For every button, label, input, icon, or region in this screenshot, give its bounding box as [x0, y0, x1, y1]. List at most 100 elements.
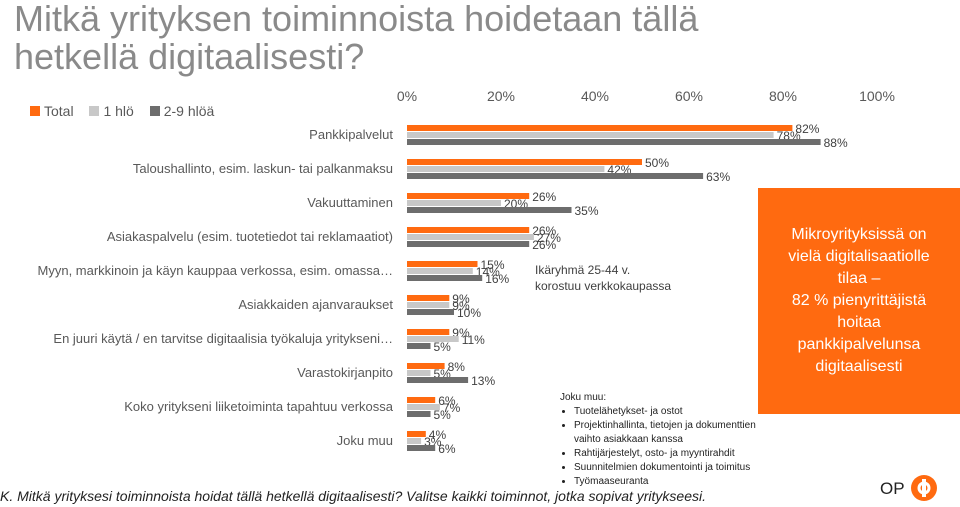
op-logo: OP: [880, 475, 937, 501]
data-label: 4%: [429, 428, 447, 442]
bar: [407, 193, 530, 199]
data-label: 63%: [706, 170, 730, 184]
legend-label-1hlo: 1 hlö: [103, 103, 134, 119]
data-label: 15%: [481, 258, 505, 272]
age-group-note-line1: Ikäryhmä 25-44 v.: [535, 263, 631, 277]
bar: [407, 166, 605, 172]
bar: [407, 404, 440, 410]
bar: [407, 411, 431, 417]
callout-box: Mikroyrityksissä on vielä digitalisaatio…: [758, 188, 960, 414]
x-tick-label: 60%: [675, 88, 703, 104]
legend-label-2-9hloa: 2-9 hlöä: [163, 103, 215, 119]
other-activities-note: Joku muu: Tuotelähetykset- ja ostot Proj…: [560, 391, 756, 489]
survey-question: K. Mitkä yrityksesi toiminnoista hoidat …: [0, 488, 707, 504]
data-label: 50%: [645, 156, 669, 170]
data-label: 27%: [537, 231, 561, 245]
data-label: 6%: [438, 442, 456, 456]
data-label: 88%: [824, 136, 848, 150]
callout-line-4: 82 % pienyrittäjistä: [791, 292, 927, 309]
bar: [407, 431, 426, 437]
bar: [407, 336, 459, 342]
category-label: Vakuuttaminen: [307, 195, 393, 210]
bar: [407, 445, 436, 451]
x-tick-label: 40%: [581, 88, 609, 104]
bar: [407, 329, 450, 335]
bar: [407, 234, 534, 240]
category-label: Myyn, markkinoin ja käyn kauppaa verkoss…: [38, 263, 393, 278]
bar: [407, 227, 530, 233]
data-label: 9%: [452, 299, 470, 313]
callout-line-2: vielä digitalisaatiolle: [788, 248, 930, 265]
data-label: 35%: [575, 204, 599, 218]
data-label: 8%: [448, 360, 466, 374]
other-activities-item: vaihto asiakkaan kanssa: [574, 434, 683, 445]
bar: [407, 132, 774, 138]
x-tick-label: 100%: [859, 88, 895, 104]
other-activities-item: Tuotelähetykset- ja ostot: [574, 405, 756, 419]
bar: [407, 370, 431, 376]
data-label: 5%: [434, 408, 452, 422]
data-label: 6%: [438, 394, 456, 408]
bar: [407, 125, 793, 131]
bar: [407, 200, 501, 206]
category-label: Taloushallinto, esim. laskun- tai palkan…: [133, 161, 393, 176]
data-label: 26%: [532, 190, 556, 204]
callout-line-7: digitaalisesti: [815, 358, 903, 375]
bar: [407, 241, 530, 247]
bar: [407, 377, 469, 383]
legend-item-2-9hloa: 2-9 hlöä: [149, 103, 215, 119]
callout-line-5: hoitaa: [837, 314, 881, 331]
bar: [407, 343, 431, 349]
data-label: 11%: [462, 333, 485, 347]
other-activities-item: Rahtijärjestelyt, osto- ja myyntirahdit: [574, 447, 756, 461]
page-title: Mitkä yrityksen toiminnoista hoidetaan t…: [14, 0, 699, 77]
category-label: Joku muu: [337, 433, 393, 448]
legend-swatch-1hlo: [89, 106, 100, 116]
bar: [407, 268, 473, 274]
category-label: Asiakaspalvelu (esim. tuotetiedot tai re…: [107, 229, 393, 244]
legend-label-total: Total: [44, 103, 74, 119]
legend-item-total: Total: [30, 103, 74, 119]
category-label: Koko yritykseni liiketoiminta tapahtuu v…: [124, 399, 394, 414]
category-label: Pankkipalvelut: [309, 127, 393, 142]
legend-item-1hlo: 1 hlö: [89, 103, 134, 119]
bar: [407, 207, 572, 213]
callout-line-1: Mikroyrityksissä on: [791, 226, 927, 243]
bar: [407, 438, 422, 444]
bar: [407, 261, 478, 267]
other-activities-item: Suunnitelmien dokumentointi ja toimitus: [574, 461, 756, 475]
data-label: 9%: [452, 292, 470, 306]
chart-legend: Total 1 hlö 2-9 hlöä: [30, 103, 226, 119]
legend-swatch-total: [30, 106, 40, 116]
x-tick-label: 80%: [769, 88, 797, 104]
data-label: 5%: [434, 340, 452, 354]
bar: [407, 363, 445, 369]
other-activities-heading: Joku muu:: [560, 392, 607, 403]
bar: [407, 275, 483, 281]
data-label: 16%: [485, 272, 509, 286]
legend-swatch-2-9hloa: [149, 106, 160, 116]
bar: [407, 139, 821, 145]
callout-line-6: pankkipalvelunsa: [797, 336, 921, 353]
op-logo-text: OP: [880, 479, 905, 498]
data-label: 7%: [443, 401, 461, 415]
x-tick-label: 0%: [397, 88, 417, 104]
data-label: 13%: [471, 374, 495, 388]
other-activities-item: Projektinhallinta, tietojen ja dokumentt…: [574, 419, 756, 433]
data-label: 10%: [457, 306, 481, 320]
category-label: Asiakkaiden ajanvaraukset: [238, 297, 393, 312]
bar: [407, 295, 450, 301]
other-activities-list: Tuotelähetykset- ja ostot Projektinhalli…: [560, 405, 756, 489]
age-group-note-line2: korostuu verkkokaupassa: [535, 279, 672, 293]
x-tick-label: 20%: [487, 88, 515, 104]
data-label: 82%: [795, 122, 819, 136]
data-label: 26%: [532, 238, 556, 252]
bar: [407, 302, 450, 308]
bar: [407, 159, 642, 165]
other-activities-item: Työmaaseuranta: [574, 475, 756, 489]
bar: [407, 397, 436, 403]
age-group-note: Ikäryhmä 25-44 v. korostuu verkkokaupass…: [535, 262, 671, 294]
category-label: En juuri käytä / en tarvitse digitaalisi…: [53, 331, 393, 346]
bar: [407, 173, 704, 179]
